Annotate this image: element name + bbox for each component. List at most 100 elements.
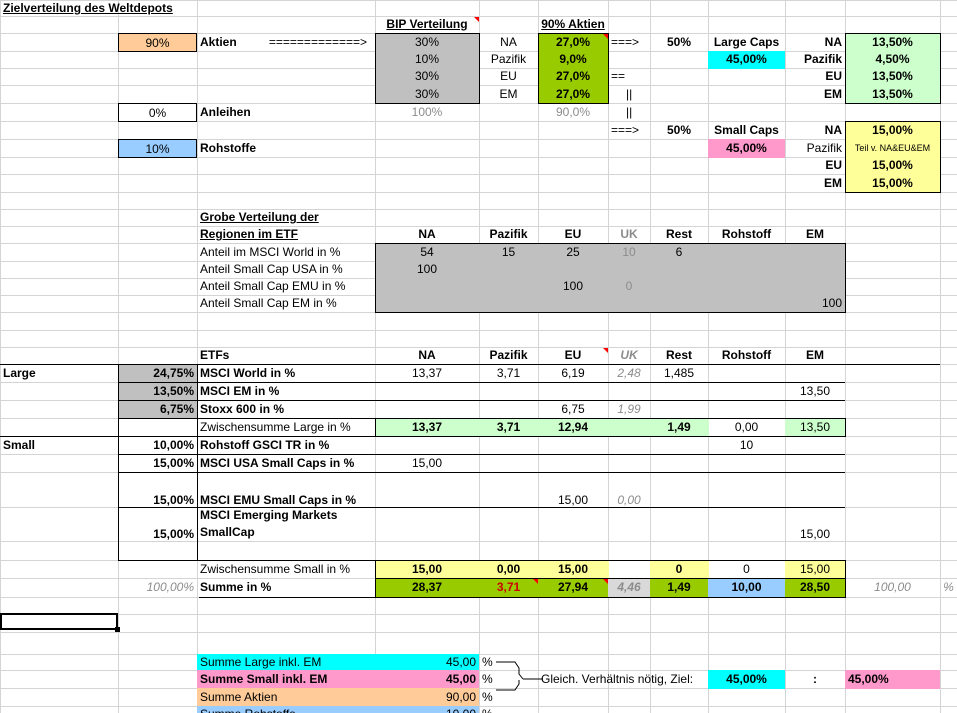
usa-small-na[interactable]: 15,00: [411, 456, 443, 470]
zw-large-rohstoff[interactable]: 0,00: [734, 420, 759, 434]
stoxx-uk[interactable]: 1,99: [617, 402, 641, 416]
rohstoffe-label[interactable]: Rohstoffe: [200, 141, 256, 155]
etf-col-eu[interactable]: EU: [564, 348, 582, 362]
small-region-3[interactable]: EM: [824, 176, 842, 190]
ziel-colon[interactable]: :: [813, 672, 817, 686]
aktien-value-2[interactable]: 27,0%: [555, 69, 591, 83]
em-em[interactable]: 13,50: [799, 384, 831, 398]
summe-rohstoff-val[interactable]: 10,00: [731, 580, 762, 594]
bar-sign-2[interactable]: ||: [626, 105, 633, 119]
grobe-row-label-3[interactable]: Anteil Small Cap EM in %: [200, 296, 337, 310]
anleihen-pct-cell[interactable]: 0%: [118, 103, 197, 122]
group-large[interactable]: Large: [3, 366, 36, 380]
summe-na[interactable]: 28,37: [411, 580, 443, 594]
em-name[interactable]: MSCI EM in %: [200, 384, 280, 398]
zw-large-eu[interactable]: 12,94: [557, 420, 589, 434]
bar-sign-1[interactable]: ||: [626, 87, 633, 101]
grobe-na-1[interactable]: 100: [416, 262, 438, 276]
zw-small-na[interactable]: 15,00: [411, 562, 443, 576]
grobe-heading-2[interactable]: Regionen im ETF: [200, 227, 299, 241]
summe-em-val[interactable]: 28,50: [799, 580, 831, 594]
aktien-value-1[interactable]: 9,0%: [559, 52, 587, 66]
grobe-col-rohstoff[interactable]: Rohstoff: [721, 227, 772, 241]
grobe-rest-0[interactable]: 6: [675, 245, 683, 259]
ziel-large[interactable]: 45,00%: [708, 670, 785, 689]
world-eu[interactable]: 6,19: [561, 366, 585, 380]
small-region-2[interactable]: EU: [825, 158, 842, 172]
region-0[interactable]: NA: [500, 35, 517, 49]
anleihen-label[interactable]: Anleihen: [200, 105, 251, 119]
summe-total[interactable]: 100,00: [874, 580, 911, 594]
etfs-header[interactable]: ETFs: [200, 348, 230, 362]
grobe-col-em[interactable]: EM: [806, 227, 824, 241]
small-value-2[interactable]: 15,00%: [872, 158, 913, 172]
zw-large-pazifik[interactable]: 3,71: [496, 420, 521, 434]
grobe-row-label-2[interactable]: Anteil Small Cap EMU in %: [200, 279, 346, 293]
world-name[interactable]: MSCI World in %: [200, 366, 296, 380]
aktien-value-0[interactable]: 27,0%: [555, 35, 591, 49]
usa-small-name[interactable]: MSCI USA Small Caps in %: [200, 456, 355, 470]
grobe-col-na[interactable]: NA: [418, 227, 436, 241]
world-uk[interactable]: 2,48: [617, 366, 641, 380]
sum-aktien-label[interactable]: Summe Aktien: [197, 688, 479, 707]
emu-small-pct[interactable]: 15,00%: [153, 493, 194, 507]
pct-small[interactable]: 50%: [666, 123, 692, 137]
usa-small-pct[interactable]: 15,00%: [153, 456, 194, 470]
summe-pct[interactable]: 100,00%: [146, 580, 194, 594]
grobe-uk-0[interactable]: 10: [622, 245, 636, 259]
bip-value-0[interactable]: 30%: [414, 35, 440, 49]
em-small-em[interactable]: 15,00: [799, 527, 831, 541]
zw-small-label[interactable]: Zwischensumme Small in %: [200, 562, 351, 576]
grobe-col-pazifik[interactable]: Pazifik: [489, 227, 528, 241]
grobe-row-label-0[interactable]: Anteil im MSCI World in %: [200, 245, 341, 259]
summe-label[interactable]: Summe in %: [200, 580, 272, 594]
pct-large[interactable]: 50%: [666, 35, 692, 49]
zw-small-em[interactable]: 15,00: [799, 562, 831, 576]
sum-aktien-value[interactable]: 90,00: [445, 690, 476, 704]
grobe-pazifik-0[interactable]: 15: [501, 245, 516, 259]
etf-col-rest[interactable]: Rest: [665, 348, 692, 362]
grobe-eu-0[interactable]: 25: [566, 245, 580, 259]
world-na[interactable]: 13,37: [411, 366, 443, 380]
sum-large-label[interactable]: Summe Large inkl. EM: [197, 654, 479, 671]
bip-value-1[interactable]: 10%: [414, 52, 440, 66]
etf-col-pazifik[interactable]: Pazifik: [489, 348, 528, 362]
grobe-col-rest[interactable]: Rest: [665, 227, 692, 241]
sum-large-unit[interactable]: %: [482, 655, 493, 669]
fill-handle[interactable]: [115, 627, 120, 632]
large-region-2[interactable]: EU: [825, 69, 842, 83]
sheet-title[interactable]: Zielverteilung des Weltdepots: [3, 1, 173, 15]
gsci-pct[interactable]: 10,00%: [153, 438, 194, 452]
zw-large-na[interactable]: 13,37: [411, 420, 443, 434]
arrow-large[interactable]: ===>: [611, 35, 640, 49]
gsci-rohstoff[interactable]: 10: [739, 438, 754, 452]
grobe-row-label-1[interactable]: Anteil Small Cap USA in %: [200, 262, 343, 276]
large-region-0[interactable]: NA: [824, 35, 842, 49]
emu-small-eu[interactable]: 15,00: [557, 493, 589, 507]
emu-small-name[interactable]: MSCI EMU Small Caps in %: [200, 493, 357, 507]
arrow-long[interactable]: =============>: [268, 35, 367, 49]
ratio-note[interactable]: Gleich. Verhältnis nötig, Ziel:: [541, 672, 694, 686]
summe-rest[interactable]: 1,49: [667, 580, 691, 594]
region-1[interactable]: Pazifik: [490, 52, 527, 66]
em-small-pct[interactable]: 15,00%: [153, 527, 194, 541]
label-small[interactable]: Small Caps: [714, 123, 779, 137]
bip-value-2[interactable]: 30%: [414, 69, 440, 83]
small-value-3[interactable]: 15,00%: [872, 176, 913, 190]
em-pct[interactable]: 13,50%: [153, 384, 194, 398]
sum-rohstoffe-value[interactable]: 10,00: [197, 706, 479, 713]
zw-small-eu[interactable]: 15,00: [557, 562, 589, 576]
grobe-na-0[interactable]: 54: [420, 245, 434, 259]
aktien-label[interactable]: Aktien: [200, 35, 237, 49]
large-total[interactable]: 45,00%: [708, 51, 785, 69]
world-rest[interactable]: 1,485: [663, 366, 695, 380]
selected-cell[interactable]: [0, 613, 118, 630]
emu-small-uk[interactable]: 0,00: [617, 493, 641, 507]
large-value-0[interactable]: 13,50%: [872, 35, 913, 49]
sum-rohstoffe-unit[interactable]: %: [479, 706, 538, 713]
label-large[interactable]: Large Caps: [713, 35, 780, 49]
stoxx-eu[interactable]: 6,75: [561, 402, 585, 416]
small-region-1[interactable]: Pazifik: [806, 141, 842, 155]
small-region-0[interactable]: NA: [824, 123, 842, 137]
arrow-small[interactable]: ===>: [611, 123, 640, 137]
